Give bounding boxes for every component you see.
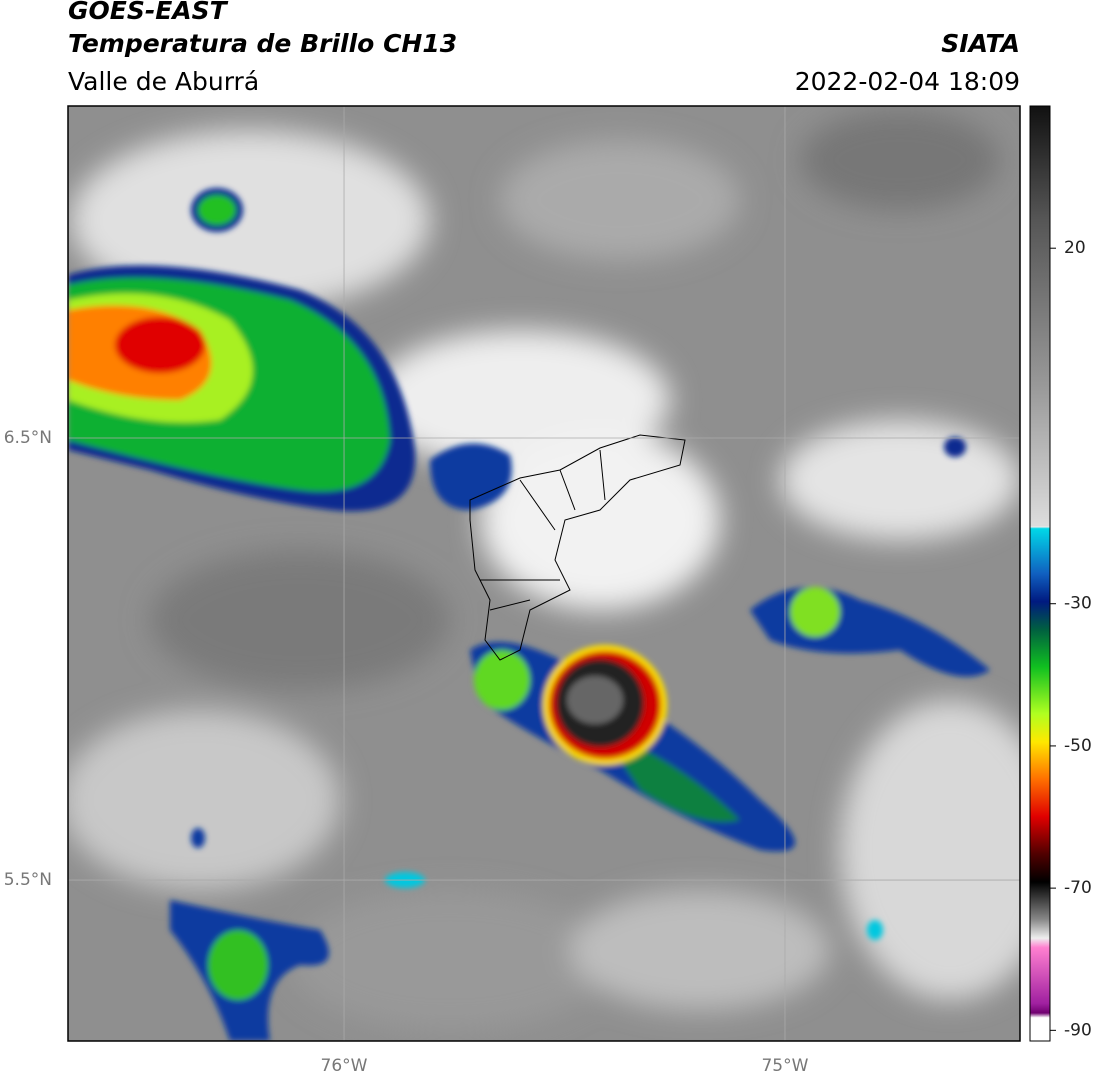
product-title: Temperatura de Brillo CH13 (68, 29, 457, 58)
map-frame (67, 105, 1021, 1042)
graticule (68, 106, 1020, 1041)
agency-label: SIATA (941, 29, 1020, 58)
satellite-image (68, 106, 1020, 1041)
colorbar-tick-label: 20 (1064, 238, 1086, 258)
colorbar-tick-label: -30 (1064, 594, 1092, 614)
lon-label: 76°W (321, 1056, 368, 1076)
colorbar-tick-label: -90 (1064, 1020, 1092, 1040)
lon-label: 75°W (761, 1056, 808, 1076)
colorbar-tick-label: -70 (1064, 878, 1092, 898)
region-label: Valle de Aburrá (68, 67, 259, 96)
lat-label: 6.5°N (4, 428, 52, 448)
lat-label: 5.5°N (4, 870, 52, 890)
satellite-title: GOES-EAST (68, 0, 229, 25)
datetime-label: 2022-02-04 18:09 (795, 67, 1020, 96)
colorbar-tick-label: -50 (1064, 736, 1092, 756)
colorbar (1029, 105, 1051, 1042)
